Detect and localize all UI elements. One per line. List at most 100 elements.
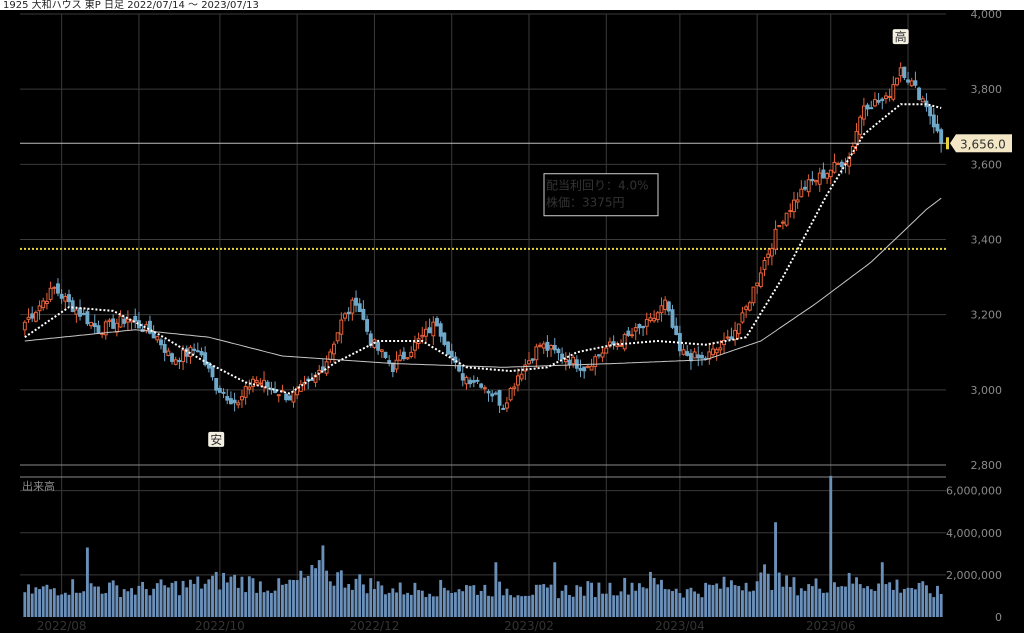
candle — [383, 351, 388, 359]
candle — [199, 350, 204, 356]
volume-bar — [446, 590, 450, 617]
volume-bar — [166, 587, 170, 617]
volume-bar — [917, 582, 921, 617]
volume-bar — [516, 595, 520, 617]
volume-bar — [273, 590, 277, 617]
volume-bar — [925, 585, 928, 617]
candle — [593, 356, 598, 368]
volume-bar — [869, 589, 873, 617]
volume-bar — [711, 585, 715, 617]
volume-bar — [696, 593, 700, 617]
candle — [471, 380, 476, 383]
volume-bar — [862, 588, 866, 617]
candle — [589, 365, 594, 371]
volume-bar — [671, 591, 674, 617]
candle — [799, 188, 804, 198]
volume-bar — [840, 586, 844, 617]
candle — [766, 253, 771, 258]
candle — [159, 339, 163, 346]
candle — [869, 107, 874, 110]
x-tick-label: 2022/10 — [195, 619, 245, 633]
volume-bar — [49, 589, 53, 617]
volume-bar — [384, 594, 387, 617]
volume-bar — [155, 583, 159, 617]
volume-bar — [288, 579, 292, 617]
volume-bar — [608, 582, 612, 617]
annotation-yield-text: 配当利回り：4.0% — [546, 179, 649, 193]
volume-bar — [203, 583, 207, 617]
candle — [324, 361, 329, 374]
volume-bar — [431, 596, 435, 617]
volume-bar — [60, 594, 64, 617]
candle — [920, 98, 925, 103]
volume-bar — [910, 588, 914, 617]
volume-bar — [181, 580, 185, 617]
x-tick-label: 2023/06 — [806, 619, 856, 633]
candle — [479, 383, 484, 388]
volume-bar — [126, 591, 130, 617]
candle — [744, 306, 749, 310]
volume-bar — [505, 588, 509, 617]
candle — [501, 407, 506, 410]
candle — [909, 80, 914, 87]
candle — [751, 286, 756, 304]
candle — [390, 362, 395, 373]
volume-bar — [564, 585, 568, 617]
volume-bar — [347, 584, 351, 617]
candle — [468, 379, 473, 385]
candle — [497, 390, 502, 406]
candle — [442, 332, 447, 345]
candle — [817, 172, 822, 185]
volume-bar — [637, 583, 641, 617]
candle — [755, 282, 760, 287]
volume-bar — [645, 588, 649, 617]
candle — [523, 364, 528, 372]
candle — [195, 350, 200, 353]
candle — [861, 105, 866, 120]
volume-bar — [82, 591, 86, 617]
candle — [810, 178, 815, 182]
volume-bar — [763, 564, 766, 617]
volume-bar — [549, 584, 553, 617]
volume-bar — [707, 584, 711, 617]
volume-bar — [200, 588, 203, 617]
volume-bar — [899, 592, 903, 617]
candle — [541, 343, 546, 349]
candle — [538, 344, 542, 347]
volume-bar — [453, 592, 457, 617]
candle — [438, 323, 443, 337]
candle — [674, 325, 679, 336]
volume-bar — [185, 587, 189, 617]
volume-bar — [332, 585, 336, 617]
volume-bar — [306, 575, 310, 617]
candle — [482, 387, 487, 390]
candle — [155, 336, 160, 341]
volume-bar — [873, 590, 877, 617]
volume-bar — [718, 588, 722, 617]
volume-bar — [233, 574, 237, 617]
candle — [405, 357, 410, 360]
candle — [335, 332, 340, 342]
candle — [398, 354, 403, 361]
volume-bar — [476, 594, 479, 617]
volume-bar — [196, 576, 200, 617]
candle — [891, 84, 896, 100]
volume-bar — [560, 590, 564, 617]
candle — [251, 378, 255, 387]
volume-bar — [534, 584, 538, 617]
candle — [530, 358, 535, 361]
candle — [906, 79, 910, 83]
volume-bar — [269, 592, 273, 617]
volume-bar — [229, 576, 233, 617]
candle — [228, 398, 233, 405]
volume-bar — [74, 592, 78, 617]
volume-bar — [568, 594, 571, 617]
volume-tick-label: 6,000,000 — [946, 485, 1002, 498]
volume-bar — [656, 584, 660, 617]
volume-bar — [240, 576, 244, 617]
volume-bar — [354, 578, 358, 617]
volume-bar — [774, 522, 777, 617]
volume-bar — [704, 582, 708, 617]
volume-bar — [821, 592, 825, 617]
